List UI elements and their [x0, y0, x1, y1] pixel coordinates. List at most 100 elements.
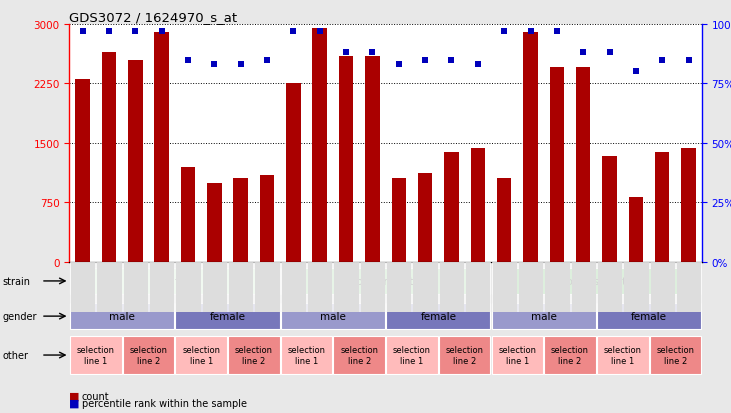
Bar — [281, 268, 491, 294]
Bar — [281, 262, 306, 312]
Text: count: count — [82, 391, 110, 401]
Text: male: male — [109, 311, 135, 321]
Bar — [175, 337, 227, 374]
Bar — [281, 337, 333, 374]
Bar — [629, 197, 643, 262]
Text: selection
line 1: selection line 1 — [393, 346, 431, 365]
Bar — [386, 337, 438, 374]
Bar — [149, 262, 174, 312]
Point — [129, 28, 141, 35]
Text: selection
line 2: selection line 2 — [446, 346, 484, 365]
Text: control: control — [156, 276, 194, 286]
Bar — [491, 268, 701, 294]
Point — [683, 57, 694, 64]
Bar — [96, 262, 121, 312]
Text: gender: gender — [2, 311, 37, 321]
Bar — [576, 68, 591, 262]
Text: selection
line 2: selection line 2 — [235, 346, 273, 365]
Bar — [175, 262, 200, 312]
Bar — [544, 337, 596, 374]
Bar — [333, 262, 359, 312]
Bar — [655, 153, 670, 262]
Bar — [624, 262, 648, 312]
Bar — [333, 337, 385, 374]
Text: selection
line 1: selection line 1 — [77, 346, 115, 365]
Bar — [597, 262, 622, 312]
Text: ■: ■ — [69, 398, 80, 408]
Bar — [392, 178, 406, 262]
Point — [208, 62, 220, 69]
Bar — [471, 148, 485, 262]
Point — [366, 50, 378, 57]
Bar — [650, 337, 701, 374]
Bar — [571, 262, 596, 312]
Text: GDS3072 / 1624970_s_at: GDS3072 / 1624970_s_at — [69, 11, 238, 24]
Bar — [366, 57, 379, 262]
Text: alcohol resistant: alcohol resistant — [340, 276, 431, 286]
Text: other: other — [2, 350, 29, 360]
Bar — [175, 303, 280, 330]
Text: strain: strain — [2, 276, 30, 286]
Bar — [281, 303, 385, 330]
Bar — [602, 156, 617, 262]
Bar — [386, 303, 491, 330]
Bar — [544, 262, 569, 312]
Bar — [75, 80, 90, 262]
Point — [472, 62, 484, 69]
Point — [551, 28, 563, 35]
Bar — [233, 178, 248, 262]
Bar — [412, 262, 438, 312]
Bar — [181, 167, 195, 262]
Bar — [260, 175, 274, 262]
Bar — [444, 153, 459, 262]
Point — [156, 28, 167, 35]
Bar — [70, 337, 121, 374]
Point — [77, 28, 88, 35]
Point — [287, 28, 299, 35]
Text: selection
line 1: selection line 1 — [499, 346, 537, 365]
Text: percentile rank within the sample: percentile rank within the sample — [82, 398, 247, 408]
Point — [525, 28, 537, 35]
Text: selection
line 2: selection line 2 — [129, 346, 167, 365]
Bar — [228, 262, 254, 312]
Point — [499, 28, 510, 35]
Bar — [70, 268, 280, 294]
Bar — [202, 262, 227, 312]
Bar — [123, 337, 174, 374]
Point — [630, 69, 642, 76]
Bar — [491, 303, 596, 330]
Point — [604, 50, 616, 57]
Point — [314, 28, 325, 35]
Text: female: female — [420, 311, 456, 321]
Bar — [681, 149, 696, 262]
Point — [182, 57, 194, 64]
Bar — [676, 262, 701, 312]
Bar — [491, 262, 517, 312]
Bar — [497, 178, 512, 262]
Bar — [518, 262, 543, 312]
Text: selection
line 2: selection line 2 — [551, 346, 589, 365]
Bar — [123, 262, 148, 312]
Point — [103, 28, 115, 35]
Bar — [286, 84, 300, 262]
Bar — [128, 60, 143, 262]
Bar — [207, 183, 221, 262]
Bar — [523, 33, 538, 262]
Bar — [439, 337, 491, 374]
Bar — [418, 173, 432, 262]
Point — [393, 62, 405, 69]
Text: male: male — [320, 311, 346, 321]
Bar — [154, 33, 169, 262]
Bar — [650, 262, 675, 312]
Bar — [228, 337, 280, 374]
Bar — [360, 262, 385, 312]
Text: selection
line 1: selection line 1 — [287, 346, 325, 365]
Point — [446, 57, 458, 64]
Text: selection
line 1: selection line 1 — [182, 346, 220, 365]
Bar — [339, 57, 353, 262]
Point — [235, 62, 246, 69]
Text: alcohol sensitive: alcohol sensitive — [550, 276, 643, 286]
Text: selection
line 2: selection line 2 — [340, 346, 378, 365]
Point — [656, 57, 668, 64]
Point — [261, 57, 273, 64]
